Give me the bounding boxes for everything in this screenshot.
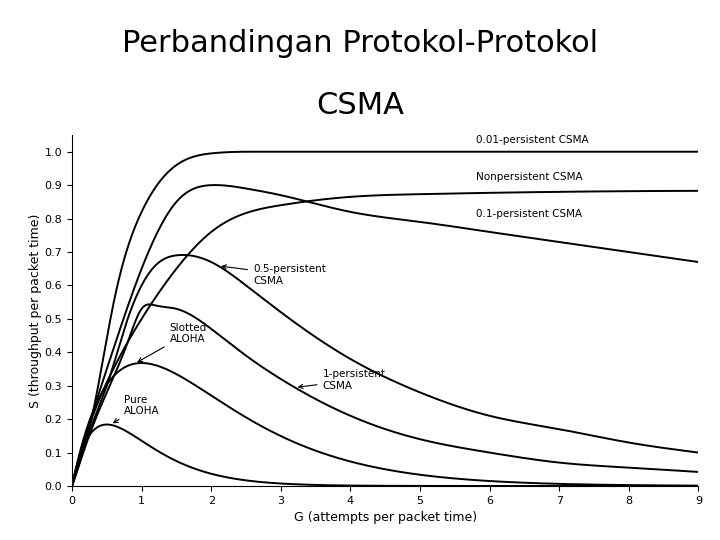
- Text: Slotted
ALOHA: Slotted ALOHA: [138, 323, 207, 362]
- Y-axis label: S (throughput per packet time): S (throughput per packet time): [29, 213, 42, 408]
- Text: 0.01-persistent CSMA: 0.01-persistent CSMA: [476, 135, 588, 145]
- Text: 0.1-persistent CSMA: 0.1-persistent CSMA: [476, 208, 582, 219]
- Text: 1-persistent
CSMA: 1-persistent CSMA: [299, 369, 386, 391]
- Text: CSMA: CSMA: [316, 91, 404, 120]
- Text: 0.5-persistent
CSMA: 0.5-persistent CSMA: [222, 264, 326, 286]
- Text: Pure
ALOHA: Pure ALOHA: [114, 395, 160, 423]
- X-axis label: G (attempts per packet time): G (attempts per packet time): [294, 511, 477, 524]
- Text: Perbandingan Protokol-Protokol: Perbandingan Protokol-Protokol: [122, 29, 598, 58]
- Text: Nonpersistent CSMA: Nonpersistent CSMA: [476, 172, 582, 182]
